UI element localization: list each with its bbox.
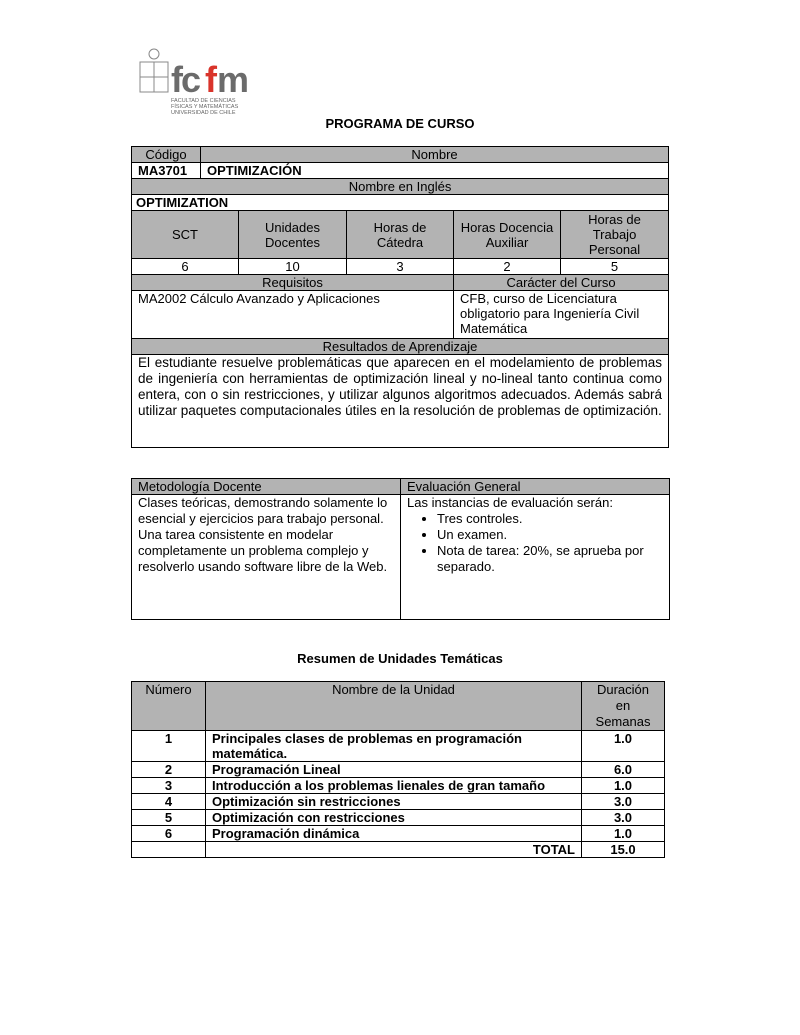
codigo-label: Código — [131, 146, 201, 163]
hours-header: Horas de Trabajo Personal — [559, 210, 670, 259]
codigo-value: MA3701 — [131, 162, 201, 179]
method-table: Metodología Docente Evaluación General Cl… — [131, 478, 670, 620]
unit-number: 5 — [131, 809, 206, 826]
svg-text:f: f — [205, 59, 218, 100]
nombre-label: Nombre — [199, 146, 670, 163]
metodologia-text: Clases teóricas, demostrando solamente l… — [138, 495, 388, 526]
units-header: Número — [131, 681, 206, 731]
unit-duration: 3.0 — [581, 809, 665, 826]
hours-header: Horas Docencia Auxiliar — [453, 210, 561, 259]
caracter-value: CFB, curso de Licenciatura obligatorio p… — [452, 290, 670, 339]
caracter-label: Carácter del Curso — [452, 274, 670, 291]
requisitos-label: Requisitos — [131, 274, 454, 291]
unit-name: Programación dinámica — [205, 825, 582, 842]
total-value: 15.0 — [581, 841, 665, 858]
unit-number: 6 — [131, 825, 206, 842]
svg-text:fc: fc — [171, 59, 200, 100]
ingles-label: Nombre en Inglés — [130, 178, 670, 195]
metodologia-label: Metodología Docente — [131, 478, 401, 495]
evaluacion-item: Nota de tarea: 20%, se aprueba por separ… — [437, 543, 663, 575]
units-header: Nombre de la Unidad — [205, 681, 582, 731]
hours-value: 10 — [238, 258, 347, 275]
svg-text:FÍSICAS Y MATEMÁTICAS: FÍSICAS Y MATEMÁTICAS — [171, 103, 239, 110]
unit-name: Programación Lineal — [205, 761, 582, 778]
unit-name: Optimización sin restricciones — [205, 793, 582, 810]
units-table: Número Nombre de la Unidad Duración en Sem… — [131, 681, 665, 858]
requisitos-value: MA2002 Cálculo Avanzado y Aplicaciones — [131, 290, 454, 339]
hours-value: 3 — [346, 258, 454, 275]
unit-duration: 3.0 — [581, 793, 665, 810]
svg-text:UNIVERSIDAD DE CHILE: UNIVERSIDAD DE CHILE — [171, 110, 236, 116]
resultados-value: El estudiante resuelve problemáticas que… — [130, 354, 670, 448]
unit-number: 4 — [131, 793, 206, 810]
units-header: Duración en Semanas — [581, 681, 665, 731]
unit-number: 1 — [131, 730, 206, 762]
hours-value: 2 — [453, 258, 561, 275]
unit-name: Principales clases de problemas en progr… — [205, 730, 582, 762]
ingles-value: OPTIMIZATION — [130, 194, 670, 211]
hours-header: Horas de Cátedra — [346, 210, 454, 259]
unit-duration: 6.0 — [581, 761, 665, 778]
unit-duration: 1.0 — [581, 730, 665, 762]
hours-value: 5 — [559, 258, 670, 275]
hours-header: Unidades Docentes — [238, 210, 347, 259]
unit-number: 2 — [131, 761, 206, 778]
unit-number: 3 — [131, 777, 206, 794]
evaluacion-intro: Las instancias de evaluación serán: — [407, 495, 613, 510]
course-table: Código Nombre MA3701 OPTIMIZACIÓN Nombre e… — [130, 146, 670, 448]
unit-name: Optimización con restricciones — [205, 809, 582, 826]
units-title: Resumen de Unidades Temáticas — [297, 651, 503, 666]
resultados-label: Resultados de Aprendizaje — [130, 338, 670, 355]
unit-duration: 1.0 — [581, 777, 665, 794]
page-title: PROGRAMA DE CURSO — [325, 116, 475, 131]
unit-name: Introducción a los problemas lienales de… — [205, 777, 582, 794]
fcfm-logo: fc f m FACULTAD DE CIENCIAS FÍSICAS Y MA… — [137, 44, 257, 118]
evaluacion-item: Tres controles. — [437, 511, 663, 527]
hours-header: SCT — [131, 210, 239, 259]
unit-duration: 1.0 — [581, 825, 665, 842]
metodologia-text: Una tarea consistente en modelar complet… — [138, 527, 388, 574]
hours-value: 6 — [131, 258, 239, 275]
nombre-value: OPTIMIZACIÓN — [199, 162, 670, 179]
evaluacion-item: Un examen. — [437, 527, 663, 543]
evaluacion-label: Evaluación General — [400, 478, 670, 495]
total-label: TOTAL — [205, 841, 582, 858]
svg-text:m: m — [217, 59, 249, 100]
svg-text:FACULTAD DE CIENCIAS: FACULTAD DE CIENCIAS — [171, 98, 236, 104]
